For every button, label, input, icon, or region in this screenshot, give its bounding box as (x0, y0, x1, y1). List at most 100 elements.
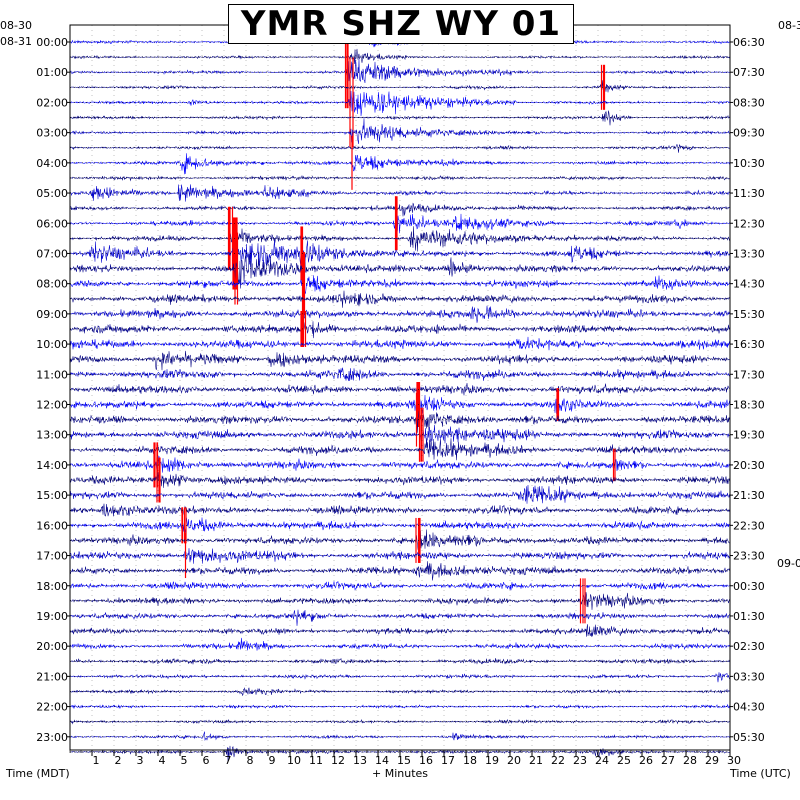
left-time-label: 00:00 (36, 36, 68, 49)
seismic-trace-row (69, 472, 731, 488)
grid (70, 25, 730, 753)
left-time-label: 10:00 (36, 338, 68, 351)
seismic-trace-row (69, 529, 731, 551)
x-tick-label: 7 (225, 754, 232, 767)
right-time-label: 08:30 (733, 96, 765, 109)
right-time-label: 23:30 (733, 550, 765, 563)
right-time-label: 22:30 (733, 519, 765, 532)
right-time-label: 03:30 (733, 670, 765, 683)
seismic-trace-row (69, 382, 731, 396)
x-tick-label: 4 (159, 754, 166, 767)
left-time-label: 02:00 (36, 96, 68, 109)
seismic-trace-row (69, 253, 730, 289)
seismic-trace-row (69, 657, 731, 665)
right-date-label-start: 08-31 (778, 19, 800, 32)
seismic-trace-row (69, 731, 731, 742)
seismic-trace-row (69, 118, 731, 145)
x-tick-label: 11 (309, 754, 323, 767)
right-time-label: 18:30 (733, 399, 765, 412)
x-tick-label: 20 (507, 754, 521, 767)
right-time-label: 02:30 (733, 640, 765, 653)
right-time-label: 20:30 (733, 459, 765, 472)
seismic-trace-row (69, 48, 731, 65)
x-tick-label: 13 (353, 754, 367, 767)
seismic-trace-row (69, 687, 731, 697)
seismic-trace-row (69, 424, 731, 446)
seismic-trace-row (69, 410, 731, 433)
right-time-label: 09:30 (733, 127, 765, 140)
x-tick-label: 27 (661, 754, 675, 767)
x-tick-label: 28 (683, 754, 697, 767)
left-time-label: 19:00 (36, 610, 68, 623)
x-tick-label: 2 (115, 754, 122, 767)
seismic-trace-row (69, 350, 731, 371)
x-axis-label: + Minutes (372, 767, 428, 780)
x-tick-label: 9 (269, 754, 276, 767)
left-time-label: 22:00 (36, 701, 68, 714)
x-tick-label: 8 (247, 754, 254, 767)
right-time-label: 10:30 (733, 157, 765, 170)
left-time-label: 01:00 (36, 66, 68, 79)
left-time-label: 15:00 (36, 489, 68, 502)
left-time-label: 08:00 (36, 278, 68, 291)
right-time-label: 11:30 (733, 187, 765, 200)
seismic-trace-row (69, 213, 731, 235)
left-time-axis: 00:00 01:00 02:00 03:00 04:00 05:00 06:00 07:00… (36, 36, 70, 744)
right-time-label: 17:30 (733, 368, 765, 381)
seismic-trace-row (69, 110, 730, 126)
left-time-label: 09:00 (36, 308, 68, 321)
left-time-label: 13:00 (36, 429, 68, 442)
x-tick-label: 12 (331, 754, 345, 767)
x-tick-label: 5 (181, 754, 188, 767)
seismic-trace-row (69, 438, 731, 461)
left-date-label-next: 08-31 (0, 35, 32, 48)
x-tick-label: 15 (397, 754, 411, 767)
x-tick-label: 17 (441, 754, 455, 767)
left-time-label: 21:00 (36, 670, 68, 683)
left-time-label: 14:00 (36, 459, 68, 472)
title-box: YMR SHZ WY 01 (228, 4, 574, 44)
right-axis-label: Time (UTC) (729, 767, 791, 780)
seismic-trace-row (69, 484, 731, 504)
right-time-label: 15:30 (733, 308, 765, 321)
seismic-trace-row (69, 184, 731, 202)
right-time-label: 00:30 (733, 580, 765, 593)
seismic-trace-row (69, 175, 731, 182)
left-time-label: 11:00 (36, 368, 68, 381)
x-tick-label: 24 (595, 754, 609, 767)
right-time-label: 01:30 (733, 610, 765, 623)
left-time-label: 07:00 (36, 247, 68, 260)
x-tick-label: 29 (705, 754, 719, 767)
seismic-trace-row (69, 703, 731, 710)
x-tick-label: 3 (137, 754, 144, 767)
left-time-label: 12:00 (36, 399, 68, 412)
right-date-label-next: 09-0 (777, 557, 800, 570)
seismic-trace-row (69, 226, 731, 252)
left-time-label: 04:00 (36, 157, 68, 170)
right-time-label: 16:30 (733, 338, 765, 351)
x-tick-label: 23 (573, 754, 587, 767)
right-time-label: 04:30 (733, 701, 765, 714)
right-time-label: 13:30 (733, 247, 765, 260)
right-time-label: 12:30 (733, 217, 765, 230)
x-tick-label: 16 (419, 754, 433, 767)
x-tick-label: 6 (203, 754, 210, 767)
left-date-label-start: 08-30 (0, 19, 32, 32)
right-time-label: 14:30 (733, 278, 765, 291)
right-time-label: 07:30 (733, 66, 765, 79)
seismic-trace-row (69, 239, 731, 267)
chart-title: YMR SHZ WY 01 (240, 4, 562, 44)
left-time-label: 05:00 (36, 187, 68, 200)
x-tick-label: 22 (551, 754, 565, 767)
seismic-trace-row (69, 143, 731, 153)
x-tick-label: 25 (617, 754, 631, 767)
x-tick-label: 14 (375, 754, 389, 767)
right-time-label: 06:30 (733, 36, 765, 49)
left-time-label: 03:00 (36, 127, 68, 140)
seismic-trace-row (69, 80, 731, 93)
seismic-trace-row (69, 718, 731, 725)
seismic-trace-row (69, 637, 731, 651)
right-time-label: 21:30 (733, 489, 765, 502)
seismic-trace-row (69, 153, 731, 175)
